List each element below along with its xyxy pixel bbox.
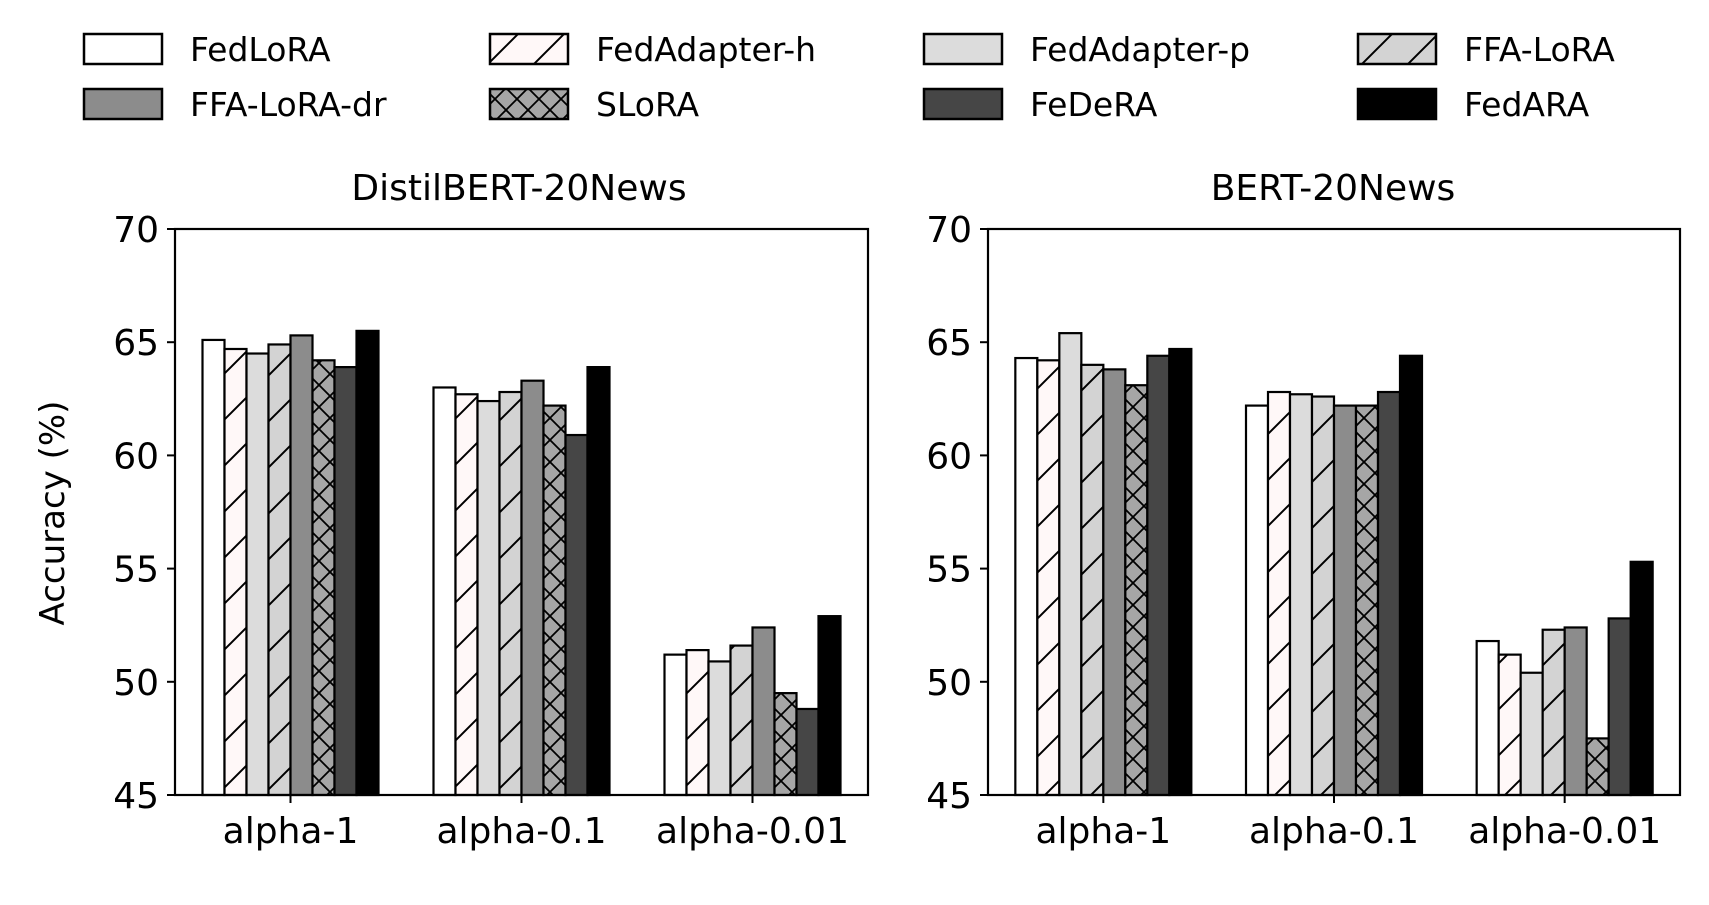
bar-hatch-fedadapter-h-alpha-1: [224, 348, 247, 795]
legend-label: FedAdapter-p: [1030, 30, 1250, 69]
legend-label: FeDeRA: [1030, 85, 1158, 124]
y-tick-label: 45: [926, 776, 972, 817]
y-tick-label: 45: [113, 776, 159, 817]
bar-hatch-slora-alpha-0-1: [1356, 405, 1378, 795]
bar-hatch-slora-alpha-0-01: [774, 693, 797, 795]
bar-hatch-slora-alpha-0-01: [1586, 738, 1609, 795]
panel-bert-20news: BERT-20News alpha-1 alpha-0.1 alpha-0.01 45…: [926, 168, 1682, 852]
legend-label: FedLoRA: [190, 30, 331, 69]
bar-hatch-ffa-lora-alpha-0-1: [499, 392, 522, 795]
x-tick-label: alpha-0.01: [1468, 811, 1661, 852]
x-tick-label: alpha-0.1: [436, 811, 606, 852]
bar-hatch-fedadapter-h-alpha-1: [1037, 360, 1060, 795]
y-tick-label: 50: [113, 663, 159, 704]
bar-fedlora-alpha-0-01: [663, 653, 688, 797]
bar-federa-alpha-0-01: [795, 707, 820, 797]
legend-swatch-hatch: [1358, 34, 1436, 64]
bar-ffa-lora-dr-alpha-1: [1102, 368, 1127, 797]
bar-hatch-ffa-lora-alpha-0-1: [1312, 396, 1334, 795]
bar-ffa-lora-dr-alpha-0-1: [1332, 404, 1358, 797]
bar-fedlora-alpha-0-01: [1475, 639, 1500, 797]
y-tick-label: 70: [926, 210, 972, 251]
y-tick-label: 65: [926, 323, 972, 364]
bar-hatch-slora-alpha-1: [1125, 385, 1148, 795]
bar-hatch-slora-alpha-0-1: [543, 405, 566, 795]
legend-swatch: [922, 32, 1004, 66]
bar-fedara-alpha-0-01: [1629, 560, 1654, 797]
bar-hatch-fedadapter-h-alpha-0-01: [686, 650, 709, 795]
bar-hatch-fedadapter-h-alpha-0-01: [1498, 654, 1521, 795]
bar-fedlora-alpha-0-1: [1244, 404, 1270, 797]
y-tick-label: 70: [113, 210, 159, 251]
bar-federa-alpha-1: [1146, 354, 1171, 797]
y-tick-label: 60: [113, 436, 159, 477]
legend-item-fedlora: FedLoRA: [82, 30, 331, 69]
axes-frame: [173, 227, 870, 797]
legend-item-federa: FeDeRA: [922, 85, 1158, 124]
bar-fedadapter-p-alpha-0-01: [1519, 671, 1544, 797]
legend-swatch: [82, 87, 164, 121]
legend-label: FedAdapter-h: [596, 30, 816, 69]
bar-fedara-alpha-0-1: [1398, 354, 1424, 797]
legend-swatch-hatch: [490, 89, 568, 119]
bar-fedadapter-p-alpha-1: [1058, 332, 1083, 797]
legend-swatch: [82, 32, 164, 66]
y-tick-label: 60: [926, 436, 972, 477]
y-axis-label: Accuracy (%): [33, 401, 73, 626]
bar-hatch-ffa-lora-alpha-1: [268, 344, 291, 795]
bar-hatch-slora-alpha-1: [312, 360, 335, 795]
bar-ffa-lora-dr-alpha-0-01: [751, 626, 776, 797]
bar-fedlora-alpha-1: [201, 338, 226, 797]
bar-hatch-ffa-lora-alpha-0-01: [1542, 629, 1565, 795]
x-tick-label: alpha-0.1: [1249, 811, 1419, 852]
legend-item-ffa-lora-dr: FFA-LoRA-dr: [82, 85, 387, 124]
bar-federa-alpha-1: [333, 366, 358, 797]
y-tick-label: 50: [926, 663, 972, 704]
bar-federa-alpha-0-01: [1607, 617, 1632, 797]
bar-ffa-lora-dr-alpha-1: [289, 334, 314, 797]
y-tick-label: 65: [113, 323, 159, 364]
axes-frame: [986, 227, 1682, 797]
bar-fedara-alpha-0-01: [817, 615, 842, 797]
legend-swatch: [1356, 87, 1438, 121]
y-tick-label: 55: [926, 550, 972, 591]
legend-item-fedadapter-h: FedAdapter-h: [488, 30, 816, 69]
legend-label: FFA-LoRA: [1464, 30, 1615, 69]
bar-fedadapter-p-alpha-0-1: [1288, 393, 1314, 797]
y-tick-label: 55: [113, 550, 159, 591]
x-tick-label: alpha-1: [1035, 811, 1171, 852]
bar-hatch-fedadapter-h-alpha-0-1: [1268, 392, 1290, 795]
legend-label: FFA-LoRA-dr: [190, 85, 387, 124]
legend-swatch-hatch: [490, 34, 568, 64]
bar-fedara-alpha-1: [1168, 347, 1193, 797]
legend-label: FedARA: [1464, 85, 1590, 124]
bar-hatch-ffa-lora-alpha-1: [1081, 364, 1104, 795]
bar-federa-alpha-0-1: [564, 433, 589, 797]
legend-swatch: [922, 87, 1004, 121]
bar-federa-alpha-0-1: [1376, 390, 1402, 797]
bar-hatch-fedadapter-h-alpha-0-1: [455, 394, 478, 795]
bar-hatch-ffa-lora-alpha-0-01: [730, 645, 753, 795]
legend-item-slora: SLoRA: [488, 85, 700, 124]
legend-item-fedadapter-p: FedAdapter-p: [922, 30, 1250, 69]
bar-fedadapter-p-alpha-0-01: [707, 660, 732, 797]
bar-fedadapter-p-alpha-0-1: [476, 399, 501, 797]
legend: FedLoRA FedAdapter-h FedAdapter-p FFA-LoRA F…: [82, 30, 1615, 124]
legend-label: SLoRA: [596, 85, 700, 124]
bar-fedlora-alpha-1: [1014, 356, 1039, 797]
x-tick-label: alpha-1: [223, 811, 359, 852]
bar-fedadapter-p-alpha-1: [245, 352, 270, 797]
x-tick-label: alpha-0.01: [656, 811, 849, 852]
bar-fedara-alpha-1: [355, 329, 380, 797]
legend-item-ffa-lora: FFA-LoRA: [1356, 30, 1615, 69]
panel-title: BERT-20News: [1211, 168, 1456, 209]
legend-item-fedara: FedARA: [1356, 85, 1590, 124]
bar-ffa-lora-dr-alpha-0-1: [520, 379, 545, 797]
panel-title: DistilBERT-20News: [351, 168, 686, 209]
bar-fedara-alpha-0-1: [586, 366, 611, 797]
bar-ffa-lora-dr-alpha-0-01: [1563, 626, 1588, 797]
bar-fedlora-alpha-0-1: [432, 386, 457, 797]
panel-distilbert-20news: DistilBERT-20News Accuracy (%) alpha-1 al…: [33, 168, 870, 852]
